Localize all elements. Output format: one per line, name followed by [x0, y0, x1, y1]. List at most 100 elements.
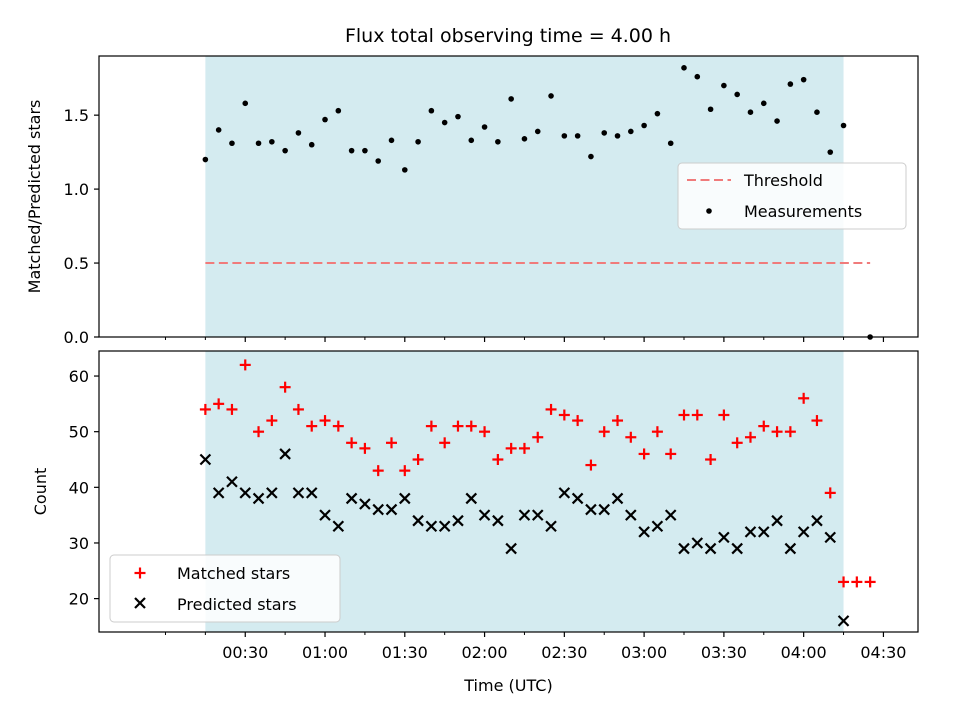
data-point [774, 118, 780, 124]
data-point [295, 130, 302, 136]
axes-frame [98, 350, 919, 633]
x-stroke-b [319, 509, 331, 521]
data-point [362, 147, 368, 154]
x-stroke-b [226, 475, 238, 488]
data-point [585, 459, 597, 471]
data-point [667, 140, 674, 147]
data-point [838, 576, 850, 588]
axes-frame [98, 55, 919, 338]
x-stroke-b [691, 537, 704, 549]
x-stroke-b [425, 520, 438, 533]
data-point [242, 100, 249, 107]
data-point [492, 454, 504, 466]
data-point [598, 426, 610, 438]
data-point [479, 426, 491, 438]
data-point [707, 106, 714, 113]
data-point [215, 127, 222, 133]
data-point [571, 492, 584, 505]
data-point [266, 487, 278, 499]
data-point [359, 442, 371, 454]
data-point [495, 138, 501, 145]
legend: Matched stars Predicted stars [109, 554, 341, 623]
data-point [705, 454, 717, 466]
data-point [598, 503, 611, 516]
data-point [279, 381, 291, 393]
data-point [611, 492, 624, 505]
x-stroke-b [212, 487, 225, 499]
y-axis-label: Matched/Predicted stars [25, 100, 44, 294]
x-stroke-b [518, 509, 531, 521]
data-point [757, 526, 770, 538]
data-point [269, 138, 275, 145]
data-point [213, 398, 225, 410]
data-point [561, 133, 568, 139]
data-point [292, 403, 304, 415]
x-stroke-b [811, 514, 823, 527]
data-point [252, 492, 265, 505]
data-point [372, 465, 384, 477]
data-point [545, 520, 557, 533]
x-stroke-b [478, 509, 491, 521]
data-point [734, 91, 740, 98]
data-point [665, 448, 677, 460]
x-stroke-b [611, 492, 624, 505]
data-point [239, 359, 251, 371]
x-tick-label: 03:30 [701, 643, 747, 662]
x-stroke-b [797, 526, 810, 538]
data-point [322, 116, 328, 123]
data-point [771, 426, 783, 438]
data-point [266, 415, 278, 427]
y-tick-label: 20 [69, 590, 89, 609]
data-point [292, 487, 305, 499]
data-point [481, 124, 488, 130]
y-tick-label: 60 [69, 367, 89, 386]
data-point [534, 128, 541, 135]
data-point [306, 420, 318, 432]
legend-threshold-label: Threshold [743, 171, 823, 190]
y-tick-label: 0.0 [64, 328, 89, 347]
x-stroke-b [784, 542, 797, 555]
data-point [837, 615, 850, 627]
y-tick-label: 50 [69, 423, 89, 442]
y-tick-label: 1.5 [64, 106, 89, 125]
legend-frame [109, 554, 341, 623]
data-point [731, 542, 743, 555]
data-point [588, 153, 594, 160]
data-point [346, 437, 358, 449]
data-point [332, 520, 345, 533]
x-tick-label: 01:30 [382, 643, 428, 662]
data-point [864, 576, 876, 588]
top-panel: 0.0 0.5 1.0 1.5 Matched/Predicted stars Thres… [25, 55, 919, 347]
data-point [319, 415, 331, 427]
data-point [771, 514, 783, 527]
x-stroke-b [585, 503, 597, 516]
data-point [399, 492, 411, 505]
data-point [319, 509, 331, 521]
data-point [282, 147, 288, 154]
x-stroke-b [332, 520, 345, 533]
data-point [505, 542, 517, 555]
data-point [532, 431, 544, 443]
data-point [548, 93, 554, 99]
x-stroke-b [718, 531, 730, 544]
x-stroke-b [465, 492, 478, 505]
data-point [505, 442, 517, 454]
data-point [439, 437, 451, 449]
data-point [465, 420, 477, 432]
x-stroke-b [492, 514, 504, 527]
x-stroke-b [757, 526, 770, 538]
data-point [412, 514, 424, 527]
data-point [441, 119, 448, 126]
bottom-panel: 20 30 40 50 60 00:30 01:00 01:30 02:00 02:30 03:00… [31, 350, 919, 695]
data-point [612, 415, 624, 427]
data-point [305, 487, 318, 499]
data-point [386, 437, 397, 449]
x-stroke-b [252, 492, 265, 505]
data-point [348, 147, 355, 154]
data-point [731, 437, 743, 449]
x-stroke-b [372, 503, 384, 516]
y-tick-label: 1.0 [64, 180, 89, 199]
x-stroke-b [239, 487, 252, 499]
data-point [678, 542, 690, 555]
data-point [718, 409, 730, 421]
